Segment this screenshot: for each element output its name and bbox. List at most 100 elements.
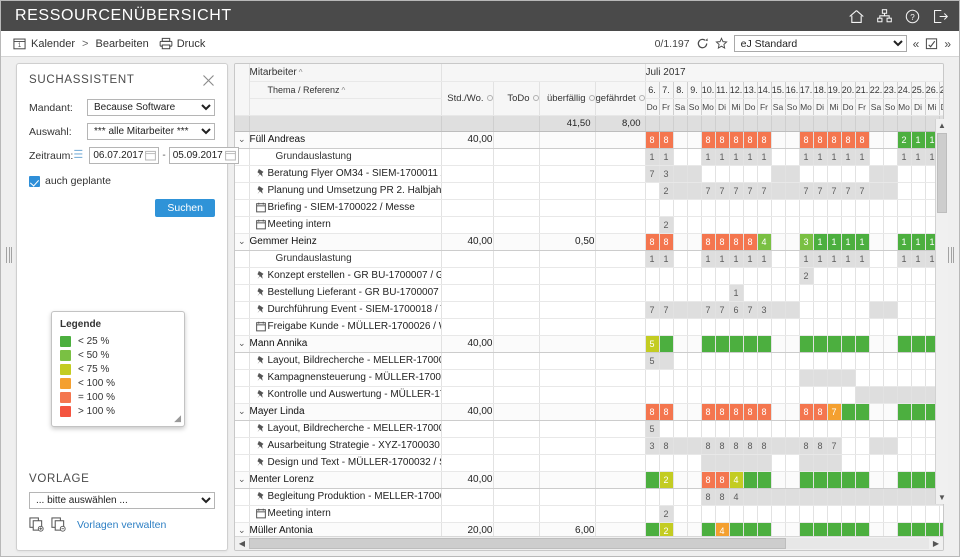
calendar-cell[interactable] (715, 267, 730, 285)
calendar-cell[interactable] (771, 386, 786, 404)
calendar-cell[interactable] (841, 369, 856, 387)
calendar-cell[interactable]: 7 (827, 182, 842, 200)
calendar-cell[interactable] (897, 454, 912, 472)
calendar-cell[interactable] (771, 267, 786, 285)
calendar-cell[interactable] (743, 386, 758, 404)
calendar-cell[interactable] (673, 335, 688, 353)
calendar-cell[interactable] (645, 454, 660, 472)
calendar-cell[interactable] (771, 522, 786, 536)
double-chevron-left-icon[interactable]: « (912, 36, 920, 51)
calendar-cell[interactable] (855, 522, 870, 536)
task-row[interactable]: Kampagnensteuerung - MÜLLER-1700032 / So (235, 369, 943, 387)
calendar-cell[interactable]: 1 (799, 250, 814, 268)
calendar-cell[interactable]: 5 (645, 352, 660, 370)
calendar-cell[interactable]: 7 (799, 182, 814, 200)
calendar-cell[interactable] (799, 420, 814, 438)
calendar-cell[interactable] (785, 131, 800, 149)
calendar-cell[interactable]: 7 (813, 182, 828, 200)
calendar-cell[interactable] (883, 369, 898, 387)
calendar-cell[interactable]: 1 (911, 233, 926, 251)
calendar-cell[interactable]: 8 (701, 471, 716, 489)
calendar-cell[interactable] (743, 335, 758, 353)
calendar-cell[interactable] (645, 216, 660, 234)
calendar-cell[interactable] (729, 369, 744, 387)
calendar-cell[interactable] (911, 437, 926, 455)
calendar-cell[interactable] (841, 318, 856, 336)
task-row[interactable]: Beratung Flyer OM34 - SIEM-1700011 / Fly… (235, 165, 943, 183)
calendar-cell[interactable] (869, 522, 884, 536)
calendar-cell[interactable] (855, 386, 870, 404)
calendar-cell[interactable] (883, 199, 898, 217)
calendar-cell[interactable] (883, 437, 898, 455)
calendar-cell[interactable] (785, 471, 800, 489)
calendar-cell[interactable] (813, 301, 828, 319)
task-row[interactable]: Meeting intern 2 (235, 216, 943, 234)
task-row[interactable]: Grundauslastung1111111111111111 (235, 148, 943, 166)
calendar-cell[interactable] (911, 420, 926, 438)
calendar-cell[interactable] (841, 335, 856, 353)
calendar-cell[interactable] (827, 454, 842, 472)
calendar-cell[interactable] (687, 488, 702, 506)
calendar-cell[interactable] (841, 216, 856, 234)
calendar-cell[interactable] (869, 318, 884, 336)
calendar-cell[interactable] (855, 488, 870, 506)
calendar-cell[interactable] (883, 471, 898, 489)
calendar-cell[interactable] (687, 199, 702, 217)
calendar-cell[interactable] (785, 318, 800, 336)
search-button[interactable]: Suchen (155, 199, 215, 217)
calendar-cell[interactable]: 7 (855, 182, 870, 200)
calendar-cell[interactable] (673, 454, 688, 472)
calendar-cell[interactable] (897, 471, 912, 489)
calendar-cell[interactable]: 1 (729, 250, 744, 268)
calendar-cell[interactable] (729, 335, 744, 353)
calendar-cell[interactable]: 8 (743, 233, 758, 251)
sort-caret[interactable]: ^ (341, 85, 346, 95)
calendar-cell[interactable] (911, 403, 926, 421)
scroll-right-arrow[interactable]: ▶ (932, 539, 940, 548)
calendar-cell[interactable] (785, 386, 800, 404)
calendar-cell[interactable]: 1 (729, 284, 744, 302)
calendar-cell[interactable] (813, 522, 828, 536)
calendar-cell[interactable] (771, 471, 786, 489)
breadcrumb-item-bearbeiten[interactable]: Bearbeiten (95, 38, 148, 50)
calendar-cell[interactable] (869, 437, 884, 455)
calendar-cell[interactable] (855, 335, 870, 353)
calendar-cell[interactable] (855, 284, 870, 302)
calendar-cell[interactable] (645, 182, 660, 200)
calendar-cell[interactable] (897, 182, 912, 200)
calendar-cell[interactable] (869, 488, 884, 506)
calendar-cell[interactable] (897, 165, 912, 183)
calendar-cell[interactable] (771, 199, 786, 217)
calendar-cell[interactable] (799, 335, 814, 353)
calendar-cell[interactable] (715, 165, 730, 183)
calendar-cell[interactable] (757, 352, 772, 370)
calendar-cell[interactable] (771, 182, 786, 200)
calendar-cell[interactable] (743, 216, 758, 234)
calendar-cell[interactable] (785, 522, 800, 536)
calendar-cell[interactable] (897, 369, 912, 387)
calendar-cell[interactable] (785, 267, 800, 285)
calendar-cell[interactable] (715, 352, 730, 370)
calendar-picker-icon[interactable] (224, 150, 236, 161)
calendar-cell[interactable] (715, 284, 730, 302)
calendar-cell[interactable] (911, 352, 926, 370)
list-menu-icon[interactable]: ☰ (73, 149, 84, 161)
calendar-cell[interactable] (757, 318, 772, 336)
calendar-cell[interactable] (841, 454, 856, 472)
calendar-cell[interactable]: 8 (799, 403, 814, 421)
task-row[interactable]: Durchführung Event - SIEM-1700018 / Trai… (235, 301, 943, 319)
calendar-cell[interactable]: 1 (813, 250, 828, 268)
calendar-cell[interactable]: 6 (729, 301, 744, 319)
calendar-cell[interactable] (897, 386, 912, 404)
calendar-cell[interactable] (841, 522, 856, 536)
calendar-cell[interactable] (701, 335, 716, 353)
calendar-cell[interactable]: 3 (659, 165, 674, 183)
calendar-cell[interactable] (855, 216, 870, 234)
task-row[interactable]: Kontrolle und Auswertung - MÜLLER-170003… (235, 386, 943, 404)
calendar-cell[interactable] (883, 250, 898, 268)
calendar-cell[interactable] (743, 505, 758, 523)
calendar-cell[interactable] (785, 437, 800, 455)
vorlage-select[interactable]: ... bitte auswählen ... (29, 492, 215, 509)
calendar-cell[interactable] (785, 165, 800, 183)
